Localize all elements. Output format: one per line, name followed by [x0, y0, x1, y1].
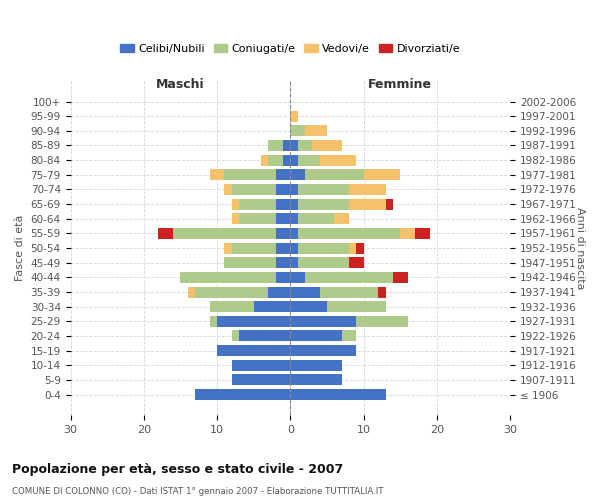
Bar [305, 272, 393, 283]
Bar [320, 154, 356, 166]
Y-axis label: Anni di nascita: Anni di nascita [575, 207, 585, 290]
Bar [298, 242, 349, 254]
Bar [298, 184, 349, 195]
Bar [400, 228, 415, 239]
Bar [356, 316, 407, 327]
Bar [232, 214, 239, 224]
Bar [290, 126, 305, 136]
Bar [349, 198, 386, 209]
Bar [210, 170, 224, 180]
Bar [276, 198, 290, 209]
Bar [276, 257, 290, 268]
Bar [415, 228, 430, 239]
Bar [210, 301, 254, 312]
Bar [298, 140, 313, 151]
Bar [276, 214, 290, 224]
Bar [349, 184, 386, 195]
Bar [298, 257, 349, 268]
Bar [290, 272, 305, 283]
Text: Femmine: Femmine [368, 78, 432, 92]
Bar [290, 286, 320, 298]
Bar [232, 242, 276, 254]
Bar [290, 110, 298, 122]
Bar [224, 257, 276, 268]
Bar [341, 330, 356, 342]
Bar [232, 184, 276, 195]
Bar [290, 228, 298, 239]
Bar [210, 316, 217, 327]
Bar [239, 198, 276, 209]
Bar [283, 154, 290, 166]
Bar [290, 389, 386, 400]
Bar [276, 242, 290, 254]
Bar [232, 360, 290, 371]
Bar [224, 242, 232, 254]
Bar [349, 242, 356, 254]
Bar [290, 301, 327, 312]
Text: COMUNE DI COLONNO (CO) - Dati ISTAT 1° gennaio 2007 - Elaborazione TUTTITALIA.IT: COMUNE DI COLONNO (CO) - Dati ISTAT 1° g… [12, 488, 383, 496]
Bar [232, 374, 290, 386]
Bar [290, 198, 298, 209]
Bar [268, 154, 283, 166]
Bar [276, 184, 290, 195]
Bar [261, 154, 268, 166]
Bar [290, 170, 305, 180]
Bar [188, 286, 195, 298]
Bar [254, 301, 290, 312]
Bar [283, 140, 290, 151]
Bar [276, 170, 290, 180]
Bar [268, 140, 283, 151]
Bar [224, 170, 276, 180]
Bar [158, 228, 173, 239]
Bar [268, 286, 290, 298]
Bar [239, 330, 290, 342]
Bar [298, 228, 400, 239]
Bar [378, 286, 386, 298]
Bar [305, 170, 364, 180]
Bar [320, 286, 378, 298]
Y-axis label: Fasce di età: Fasce di età [15, 215, 25, 281]
Bar [217, 316, 290, 327]
Bar [327, 301, 386, 312]
Bar [290, 242, 298, 254]
Bar [232, 198, 239, 209]
Bar [217, 345, 290, 356]
Bar [334, 214, 349, 224]
Bar [386, 198, 393, 209]
Bar [181, 272, 276, 283]
Bar [364, 170, 400, 180]
Bar [290, 257, 298, 268]
Bar [290, 345, 356, 356]
Bar [298, 154, 320, 166]
Bar [276, 272, 290, 283]
Bar [393, 272, 407, 283]
Bar [195, 389, 290, 400]
Bar [298, 198, 349, 209]
Legend: Celibi/Nubili, Coniugati/e, Vedovi/e, Divorziati/e: Celibi/Nubili, Coniugati/e, Vedovi/e, Di… [116, 40, 465, 58]
Bar [195, 286, 268, 298]
Bar [276, 228, 290, 239]
Text: Popolazione per età, sesso e stato civile - 2007: Popolazione per età, sesso e stato civil… [12, 462, 343, 475]
Bar [305, 126, 327, 136]
Bar [313, 140, 341, 151]
Bar [290, 184, 298, 195]
Bar [290, 140, 298, 151]
Bar [239, 214, 276, 224]
Bar [290, 214, 298, 224]
Bar [232, 330, 239, 342]
Bar [290, 316, 356, 327]
Text: Maschi: Maschi [156, 78, 205, 92]
Bar [298, 214, 334, 224]
Bar [290, 154, 298, 166]
Bar [224, 184, 232, 195]
Bar [290, 360, 341, 371]
Bar [290, 330, 341, 342]
Bar [356, 242, 364, 254]
Bar [349, 257, 364, 268]
Bar [173, 228, 276, 239]
Bar [290, 374, 341, 386]
